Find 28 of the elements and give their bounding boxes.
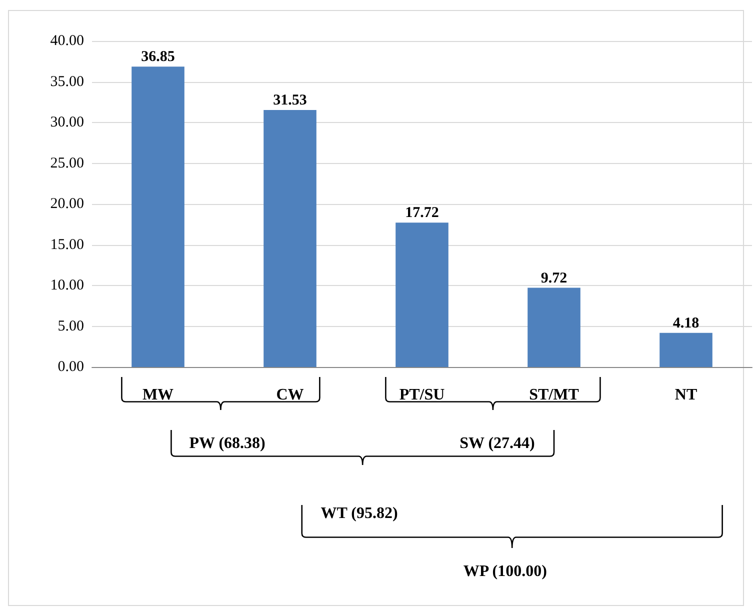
bar	[528, 288, 580, 367]
y-tick-label: 40.00	[50, 33, 84, 49]
y-tick-label: 35.00	[50, 74, 84, 90]
y-tick-label: 10.00	[50, 278, 84, 294]
text: SW (27.44)	[460, 435, 535, 453]
data-label: 36.85	[141, 49, 175, 66]
x-tick-label: CW	[276, 386, 304, 404]
data-label: 4.18	[672, 315, 700, 332]
x-tick-label: PT/SU	[399, 386, 446, 404]
data-label: 31.53	[273, 92, 307, 109]
text: WT (95.82)	[320, 505, 398, 523]
data-label: 9.72	[540, 270, 568, 286]
y-tick-label: 0.00	[58, 359, 84, 375]
y-tick-label: 30.00	[50, 114, 84, 130]
bar	[132, 66, 184, 367]
x-tick-label: ST/MT	[529, 386, 580, 404]
y-tick-label: 25.00	[50, 155, 84, 172]
bar	[396, 222, 448, 367]
x-tick-label: NT	[674, 386, 698, 404]
y-tick-label: 15.00	[50, 236, 84, 253]
text: PW (68.38)	[189, 435, 266, 453]
bar	[264, 110, 316, 367]
bar	[660, 332, 712, 367]
text: WP (100.00)	[463, 563, 547, 581]
y-tick-label: 5.00	[58, 318, 84, 334]
data-label: 17.72	[405, 205, 439, 222]
x-tick-label: MW	[142, 386, 174, 404]
y-tick-label: 20.00	[50, 196, 84, 212]
